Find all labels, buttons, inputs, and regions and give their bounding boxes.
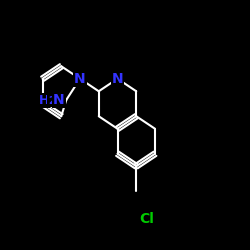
Text: Cl: Cl xyxy=(139,212,154,226)
Text: 2: 2 xyxy=(48,96,54,106)
Text: N: N xyxy=(112,72,123,86)
Text: N: N xyxy=(53,93,64,107)
Text: H: H xyxy=(38,94,49,106)
Text: N: N xyxy=(74,72,86,86)
